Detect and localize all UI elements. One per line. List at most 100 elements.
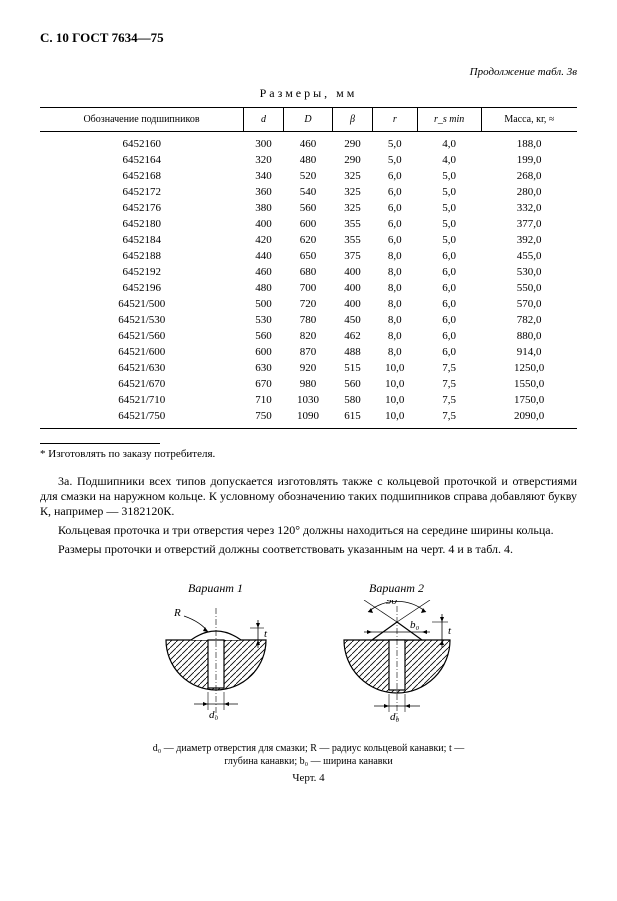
footnote-rule: [40, 443, 160, 444]
table-cell: 6452184: [40, 232, 244, 248]
table-cell: 8,0: [373, 264, 418, 280]
table-cell: 560: [333, 376, 373, 392]
table-cell: 325: [333, 200, 373, 216]
table-cell: 420: [244, 232, 284, 248]
table-cell: 6452160: [40, 132, 244, 153]
table-cell: 630: [244, 360, 284, 376]
table-cell: 268,0: [481, 168, 577, 184]
table-cell: 560: [244, 328, 284, 344]
table-cell: 4,0: [417, 152, 481, 168]
table-cell: 8,0: [373, 344, 418, 360]
table-cell: 6,0: [417, 344, 481, 360]
table-cell: 462: [333, 328, 373, 344]
table-cell: 320: [244, 152, 284, 168]
table-cell: 550,0: [481, 280, 577, 296]
table-cell: 914,0: [481, 344, 577, 360]
table-cell: 7,5: [417, 392, 481, 408]
table-row: 64521924606804008,06,0530,0: [40, 264, 577, 280]
table-cell: 700: [284, 280, 333, 296]
table-cell: 332,0: [481, 200, 577, 216]
table-cell: 5,0: [417, 168, 481, 184]
page-header: С. 10 ГОСТ 7634—75: [40, 30, 577, 46]
table-cell: 64521/530: [40, 312, 244, 328]
table-cell: 400: [333, 296, 373, 312]
label-R: R: [173, 607, 181, 619]
table-cell: 1550,0: [481, 376, 577, 392]
table-cell: 7,5: [417, 408, 481, 429]
table-cell: 8,0: [373, 280, 418, 296]
table-cell: 455,0: [481, 248, 577, 264]
table-cell: 325: [333, 184, 373, 200]
table-row: 64521643204802905,04,0199,0: [40, 152, 577, 168]
table-cell: 540: [284, 184, 333, 200]
table-row: 64521683405203256,05,0268,0: [40, 168, 577, 184]
label-b0: b₀: [410, 619, 420, 631]
table-row: 64521/63063092051510,07,51250,0: [40, 360, 577, 376]
table-cell: 488: [333, 344, 373, 360]
table-cell: 64521/560: [40, 328, 244, 344]
table-cell: 280,0: [481, 184, 577, 200]
table-row: 64521/67067098056010,07,51550,0: [40, 376, 577, 392]
table-cell: 64521/600: [40, 344, 244, 360]
label-t-1: t: [264, 628, 268, 640]
table-cell: 620: [284, 232, 333, 248]
table-row: 64521804006003556,05,0377,0: [40, 216, 577, 232]
paragraph-groove: Кольцевая проточка и три отверстия через…: [40, 523, 577, 538]
table-cell: 377,0: [481, 216, 577, 232]
label-t-2: t: [448, 625, 452, 637]
col-r: r: [373, 108, 418, 132]
table-cell: 290: [333, 132, 373, 153]
table-cell: 530,0: [481, 264, 577, 280]
col-d: d: [244, 108, 284, 132]
table-header-row: Обозначение подшипников d D β r r_s min …: [40, 108, 577, 132]
table-cell: 6452168: [40, 168, 244, 184]
table-cell: 580: [333, 392, 373, 408]
table-row: 64521/750750109061510,07,52090,0: [40, 408, 577, 429]
table-cell: 710: [244, 392, 284, 408]
table-cell: 400: [333, 264, 373, 280]
dimensions-table: Обозначение подшипников d D β r r_s min …: [40, 107, 577, 429]
table-cell: 6,0: [373, 168, 418, 184]
table-cell: 5,0: [417, 184, 481, 200]
table-cell: 400: [333, 280, 373, 296]
table-cell: 750: [244, 408, 284, 429]
figure-variant-1: Вариант 1 R t: [146, 581, 286, 734]
table-cell: 6452192: [40, 264, 244, 280]
table-cell: 10,0: [373, 376, 418, 392]
table-cell: 6,0: [417, 328, 481, 344]
figure-variant-2: Вариант 2 90°: [322, 581, 472, 734]
table-cell: 6,0: [373, 200, 418, 216]
variant-2-title: Вариант 2: [322, 581, 472, 596]
table-cell: 6452172: [40, 184, 244, 200]
label-90deg: 90°: [386, 600, 402, 607]
table-cell: 720: [284, 296, 333, 312]
table-cell: 5,0: [373, 132, 418, 153]
col-beta: β: [333, 108, 373, 132]
table-cell: 392,0: [481, 232, 577, 248]
table-cell: 355: [333, 216, 373, 232]
table-cell: 8,0: [373, 312, 418, 328]
table-cell: 10,0: [373, 392, 418, 408]
table-cell: 5,0: [373, 152, 418, 168]
table-cell: 6452180: [40, 216, 244, 232]
table-row: 64521884406503758,06,0455,0: [40, 248, 577, 264]
table-cell: 460: [284, 132, 333, 153]
table-cell: 6,0: [373, 216, 418, 232]
table-cell: 6,0: [417, 312, 481, 328]
table-cell: 300: [244, 132, 284, 153]
table-cell: 340: [244, 168, 284, 184]
table-row: 64521603004602905,04,0188,0: [40, 132, 577, 153]
paragraph-3a: 3а. Подшипники всех типов допускается из…: [40, 474, 577, 519]
table-row: 64521/6006008704888,06,0914,0: [40, 344, 577, 360]
table-row: 64521/5305307804508,06,0782,0: [40, 312, 577, 328]
variant-2-svg: 90° b₀ t d₀: [322, 600, 472, 730]
table-cell: 6452164: [40, 152, 244, 168]
table-cell: 10,0: [373, 360, 418, 376]
table-cell: 5,0: [417, 200, 481, 216]
paragraph-sizes: Размеры проточки и отверстий должны соот…: [40, 542, 577, 557]
table-cell: 64521/750: [40, 408, 244, 429]
table-cell: 1750,0: [481, 392, 577, 408]
table-row: 64521844206203556,05,0392,0: [40, 232, 577, 248]
table-cell: 6,0: [417, 280, 481, 296]
table-cell: 600: [244, 344, 284, 360]
